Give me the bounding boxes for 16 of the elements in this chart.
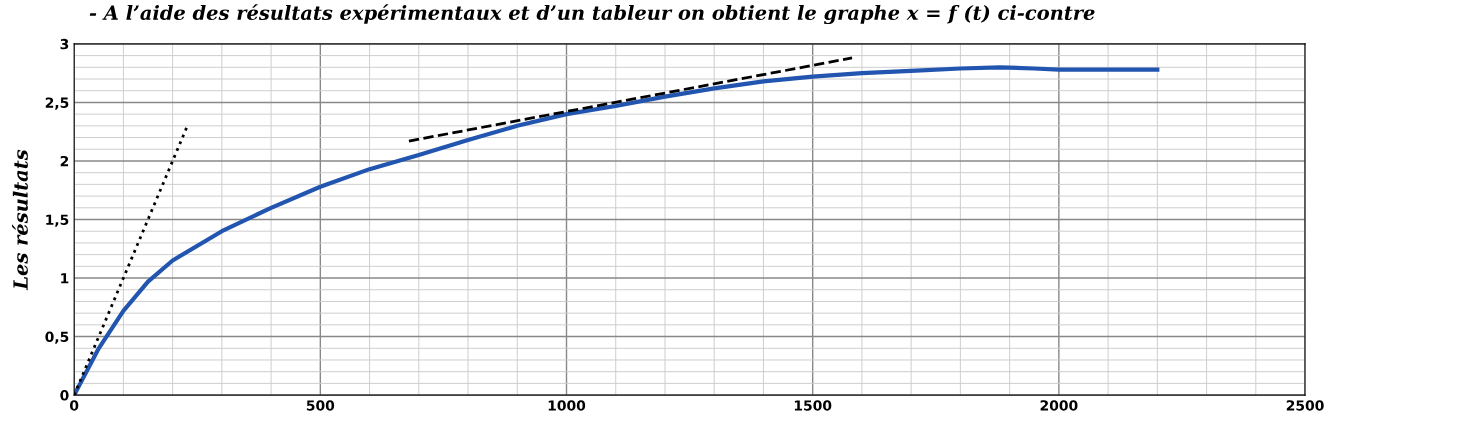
chart-title: - A l’aide des résultats expérimentaux et d’un tableur on obtient le graphe x = f (t) ci-contre (89, 4, 1095, 25)
y-tick-label: 0,5 (45, 331, 69, 344)
y-tick-label: 2 (60, 155, 69, 167)
x-tick-label: 0 (69, 400, 79, 411)
x-tick-label: 1000 (548, 400, 586, 411)
y-tick-label: 0 (60, 390, 69, 401)
y-tick-label: 1,5 (46, 214, 69, 227)
x-tick-label: 500 (306, 400, 335, 411)
x-tick-label: 2500 (1286, 400, 1324, 411)
y-tick-label: 2,5 (45, 97, 69, 110)
x-tick-label: 2000 (1040, 400, 1078, 411)
y-tick-label: 3 (60, 38, 69, 50)
text: Les résultats (12, 149, 28, 291)
y-tick-label: 1 (61, 273, 69, 284)
line-series (74, 65, 1160, 396)
x-tick-label: 1500 (794, 400, 832, 411)
